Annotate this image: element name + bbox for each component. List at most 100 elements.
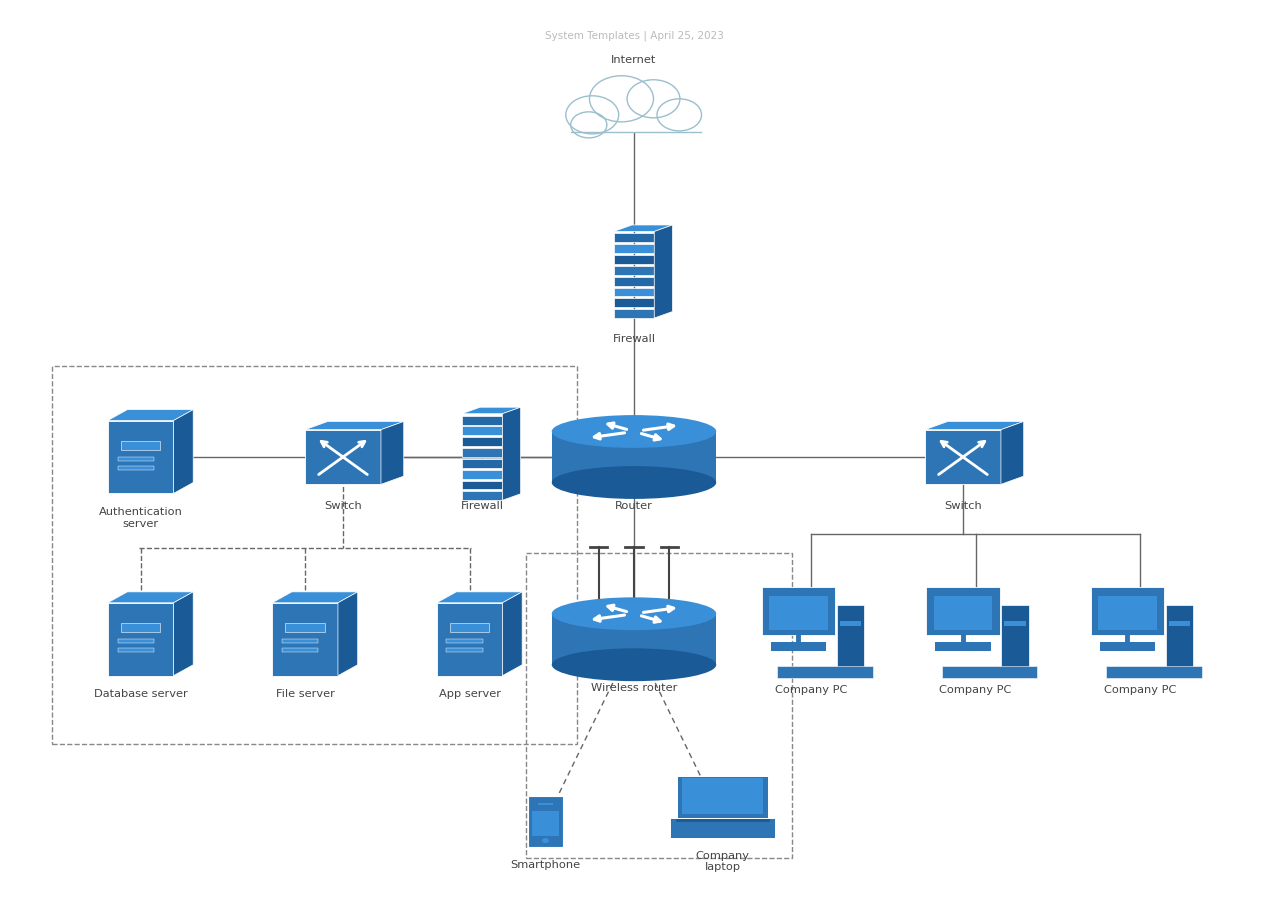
FancyBboxPatch shape bbox=[614, 255, 654, 264]
FancyBboxPatch shape bbox=[462, 437, 502, 446]
FancyBboxPatch shape bbox=[1002, 605, 1028, 666]
FancyBboxPatch shape bbox=[118, 457, 153, 461]
FancyBboxPatch shape bbox=[446, 639, 483, 643]
Text: Smartphone: Smartphone bbox=[511, 860, 581, 870]
FancyBboxPatch shape bbox=[762, 588, 836, 634]
Polygon shape bbox=[174, 592, 193, 675]
FancyBboxPatch shape bbox=[924, 430, 1000, 484]
FancyBboxPatch shape bbox=[118, 648, 153, 653]
FancyBboxPatch shape bbox=[436, 603, 502, 675]
FancyBboxPatch shape bbox=[777, 665, 872, 677]
FancyBboxPatch shape bbox=[771, 642, 827, 651]
Text: Switch: Switch bbox=[945, 501, 981, 511]
FancyBboxPatch shape bbox=[614, 233, 654, 242]
FancyBboxPatch shape bbox=[1169, 622, 1191, 626]
FancyBboxPatch shape bbox=[533, 812, 559, 835]
FancyBboxPatch shape bbox=[614, 244, 654, 253]
FancyBboxPatch shape bbox=[306, 430, 380, 484]
FancyBboxPatch shape bbox=[839, 622, 861, 626]
Text: Company PC: Company PC bbox=[940, 685, 1012, 695]
FancyBboxPatch shape bbox=[582, 120, 686, 133]
Ellipse shape bbox=[552, 598, 716, 630]
Ellipse shape bbox=[552, 415, 716, 448]
FancyBboxPatch shape bbox=[942, 665, 1037, 677]
FancyBboxPatch shape bbox=[552, 613, 716, 664]
FancyBboxPatch shape bbox=[614, 298, 654, 307]
FancyBboxPatch shape bbox=[108, 420, 174, 494]
Polygon shape bbox=[306, 421, 403, 430]
FancyBboxPatch shape bbox=[926, 588, 999, 634]
Ellipse shape bbox=[552, 466, 716, 499]
FancyBboxPatch shape bbox=[770, 596, 828, 630]
FancyBboxPatch shape bbox=[614, 277, 654, 285]
Polygon shape bbox=[502, 408, 521, 500]
Text: Firewall: Firewall bbox=[612, 334, 656, 344]
FancyBboxPatch shape bbox=[552, 431, 716, 483]
FancyBboxPatch shape bbox=[462, 459, 502, 468]
Polygon shape bbox=[654, 225, 672, 318]
FancyBboxPatch shape bbox=[462, 470, 502, 479]
FancyBboxPatch shape bbox=[1107, 665, 1202, 677]
Text: Company
laptop: Company laptop bbox=[696, 851, 749, 872]
FancyBboxPatch shape bbox=[450, 623, 489, 632]
Text: Authentication
server: Authentication server bbox=[99, 507, 183, 528]
Text: Internet: Internet bbox=[611, 55, 657, 65]
Circle shape bbox=[590, 76, 653, 122]
FancyBboxPatch shape bbox=[1090, 588, 1164, 634]
FancyBboxPatch shape bbox=[118, 466, 153, 470]
FancyBboxPatch shape bbox=[1098, 596, 1156, 630]
FancyBboxPatch shape bbox=[273, 603, 339, 675]
Text: App server: App server bbox=[439, 689, 501, 699]
Text: Database server: Database server bbox=[94, 689, 188, 699]
Polygon shape bbox=[436, 592, 522, 603]
FancyBboxPatch shape bbox=[614, 288, 654, 296]
FancyBboxPatch shape bbox=[462, 481, 502, 490]
Circle shape bbox=[628, 80, 680, 118]
FancyBboxPatch shape bbox=[462, 448, 502, 457]
Text: Wireless router: Wireless router bbox=[591, 683, 677, 693]
FancyBboxPatch shape bbox=[935, 642, 990, 651]
FancyBboxPatch shape bbox=[677, 776, 768, 820]
Polygon shape bbox=[339, 592, 358, 675]
FancyBboxPatch shape bbox=[108, 603, 174, 675]
FancyBboxPatch shape bbox=[1099, 642, 1155, 651]
Polygon shape bbox=[924, 421, 1023, 430]
FancyBboxPatch shape bbox=[462, 427, 502, 435]
Text: Router: Router bbox=[615, 501, 653, 511]
FancyBboxPatch shape bbox=[281, 639, 318, 643]
FancyBboxPatch shape bbox=[462, 492, 502, 500]
Polygon shape bbox=[273, 592, 358, 603]
FancyBboxPatch shape bbox=[670, 818, 776, 838]
Polygon shape bbox=[614, 225, 672, 231]
Polygon shape bbox=[108, 592, 193, 603]
FancyBboxPatch shape bbox=[118, 639, 153, 643]
Text: System Templates | April 25, 2023: System Templates | April 25, 2023 bbox=[544, 30, 724, 41]
Polygon shape bbox=[462, 408, 521, 414]
FancyBboxPatch shape bbox=[1004, 622, 1026, 626]
Circle shape bbox=[566, 96, 619, 133]
FancyBboxPatch shape bbox=[539, 802, 553, 805]
Polygon shape bbox=[502, 592, 522, 675]
Polygon shape bbox=[174, 409, 193, 494]
Polygon shape bbox=[108, 409, 193, 420]
Text: File server: File server bbox=[275, 689, 335, 699]
FancyBboxPatch shape bbox=[281, 648, 318, 653]
Text: Company PC: Company PC bbox=[1104, 685, 1177, 695]
Circle shape bbox=[541, 838, 549, 843]
FancyBboxPatch shape bbox=[614, 266, 654, 275]
Ellipse shape bbox=[552, 648, 716, 681]
FancyBboxPatch shape bbox=[120, 623, 160, 632]
FancyBboxPatch shape bbox=[682, 779, 762, 814]
Polygon shape bbox=[380, 421, 403, 484]
Polygon shape bbox=[1000, 421, 1023, 484]
FancyBboxPatch shape bbox=[1165, 605, 1193, 666]
Circle shape bbox=[571, 112, 607, 138]
FancyBboxPatch shape bbox=[837, 605, 865, 666]
FancyBboxPatch shape bbox=[614, 309, 654, 318]
FancyBboxPatch shape bbox=[527, 796, 563, 846]
FancyBboxPatch shape bbox=[285, 623, 325, 632]
Circle shape bbox=[657, 99, 701, 131]
Text: Company PC: Company PC bbox=[775, 685, 847, 695]
FancyBboxPatch shape bbox=[120, 441, 160, 450]
FancyBboxPatch shape bbox=[462, 416, 502, 424]
